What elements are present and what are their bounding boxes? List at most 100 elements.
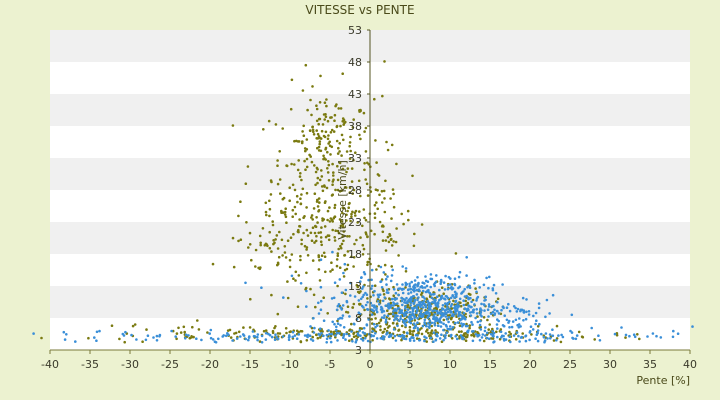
data-point bbox=[437, 324, 440, 328]
data-point bbox=[336, 188, 340, 192]
data-point bbox=[430, 321, 434, 325]
data-point bbox=[359, 334, 362, 338]
data-point bbox=[455, 337, 459, 341]
data-point bbox=[358, 133, 361, 137]
data-point bbox=[676, 332, 680, 336]
data-point bbox=[305, 339, 309, 342]
data-point bbox=[399, 317, 402, 321]
data-point bbox=[468, 284, 472, 288]
data-point bbox=[224, 334, 228, 338]
data-point bbox=[326, 209, 330, 213]
data-point bbox=[339, 306, 343, 309]
data-point bbox=[433, 301, 436, 304]
data-point bbox=[613, 332, 617, 336]
data-point bbox=[409, 314, 412, 317]
data-point bbox=[457, 330, 461, 334]
data-point bbox=[463, 333, 466, 336]
data-point bbox=[447, 320, 450, 324]
data-point bbox=[390, 244, 394, 247]
data-point bbox=[536, 329, 540, 332]
data-point bbox=[348, 315, 351, 318]
data-point bbox=[436, 302, 440, 306]
data-point bbox=[358, 109, 361, 112]
data-point bbox=[315, 234, 318, 238]
data-point bbox=[317, 197, 321, 200]
data-point bbox=[305, 248, 308, 251]
data-point bbox=[338, 266, 342, 270]
data-point bbox=[301, 89, 305, 92]
data-point bbox=[540, 332, 543, 336]
data-point bbox=[531, 328, 535, 331]
data-point bbox=[396, 324, 399, 328]
data-point bbox=[417, 332, 420, 335]
data-point bbox=[250, 258, 253, 262]
data-point bbox=[317, 122, 321, 126]
data-point bbox=[487, 286, 490, 290]
data-point bbox=[406, 209, 410, 213]
data-point bbox=[522, 319, 525, 322]
data-point bbox=[354, 214, 357, 217]
data-point bbox=[145, 328, 148, 331]
data-point bbox=[491, 334, 495, 338]
data-point bbox=[473, 303, 476, 306]
data-point bbox=[264, 210, 268, 214]
data-point bbox=[651, 332, 655, 335]
data-point bbox=[296, 168, 300, 172]
data-point bbox=[371, 304, 374, 307]
data-point bbox=[393, 298, 397, 301]
data-point bbox=[577, 330, 581, 334]
data-point bbox=[442, 328, 445, 332]
data-point bbox=[274, 238, 277, 241]
data-point bbox=[419, 311, 423, 315]
data-point bbox=[382, 225, 385, 228]
data-point bbox=[457, 275, 461, 279]
data-point bbox=[239, 200, 242, 203]
data-point bbox=[258, 234, 262, 238]
data-point bbox=[321, 219, 324, 222]
data-point bbox=[317, 312, 321, 315]
data-point bbox=[384, 320, 388, 324]
data-point bbox=[349, 219, 352, 223]
data-point bbox=[496, 327, 499, 330]
data-point bbox=[394, 339, 398, 342]
data-point bbox=[349, 281, 352, 285]
data-point bbox=[445, 318, 449, 321]
data-point bbox=[335, 139, 339, 143]
data-point bbox=[454, 312, 457, 315]
data-point bbox=[237, 214, 240, 218]
data-point bbox=[155, 339, 159, 342]
y-tick-label: 18 bbox=[348, 248, 362, 261]
data-point bbox=[247, 246, 250, 249]
data-point bbox=[380, 201, 384, 204]
data-point bbox=[273, 338, 277, 342]
data-point bbox=[438, 337, 442, 340]
data-point bbox=[400, 309, 404, 312]
data-point bbox=[408, 332, 412, 336]
data-point bbox=[391, 313, 395, 316]
data-point bbox=[258, 340, 262, 343]
data-point bbox=[478, 338, 482, 342]
data-point bbox=[620, 326, 623, 329]
data-point bbox=[423, 321, 426, 324]
data-point bbox=[348, 144, 352, 148]
data-point bbox=[141, 340, 144, 344]
data-point bbox=[555, 338, 558, 342]
data-point bbox=[346, 263, 350, 267]
data-point bbox=[310, 113, 313, 117]
data-point bbox=[292, 277, 295, 281]
data-point bbox=[475, 312, 479, 315]
data-point bbox=[399, 315, 403, 318]
data-point bbox=[319, 299, 323, 303]
data-point bbox=[378, 299, 382, 303]
data-point bbox=[346, 250, 350, 253]
data-point bbox=[443, 309, 447, 312]
data-point bbox=[373, 289, 376, 293]
data-point bbox=[282, 296, 285, 299]
data-point bbox=[319, 308, 323, 312]
data-point bbox=[570, 313, 574, 317]
data-point bbox=[299, 254, 302, 258]
data-point bbox=[400, 299, 404, 303]
data-point bbox=[348, 235, 351, 238]
data-point bbox=[323, 255, 327, 258]
data-point bbox=[392, 309, 395, 313]
